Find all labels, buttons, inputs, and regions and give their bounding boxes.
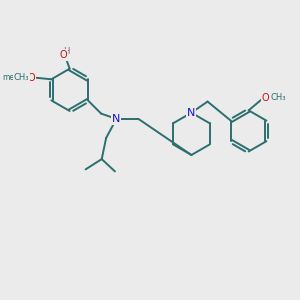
Text: O: O (28, 73, 35, 83)
Text: O: O (59, 50, 67, 60)
Text: CH₃: CH₃ (270, 93, 286, 102)
Text: CH₃: CH₃ (14, 73, 29, 82)
Text: methoxy: methoxy (2, 73, 35, 82)
Text: H: H (63, 46, 69, 56)
Text: N: N (112, 114, 121, 124)
Text: O: O (28, 73, 35, 83)
Text: O: O (262, 93, 269, 103)
Text: N: N (187, 108, 196, 118)
